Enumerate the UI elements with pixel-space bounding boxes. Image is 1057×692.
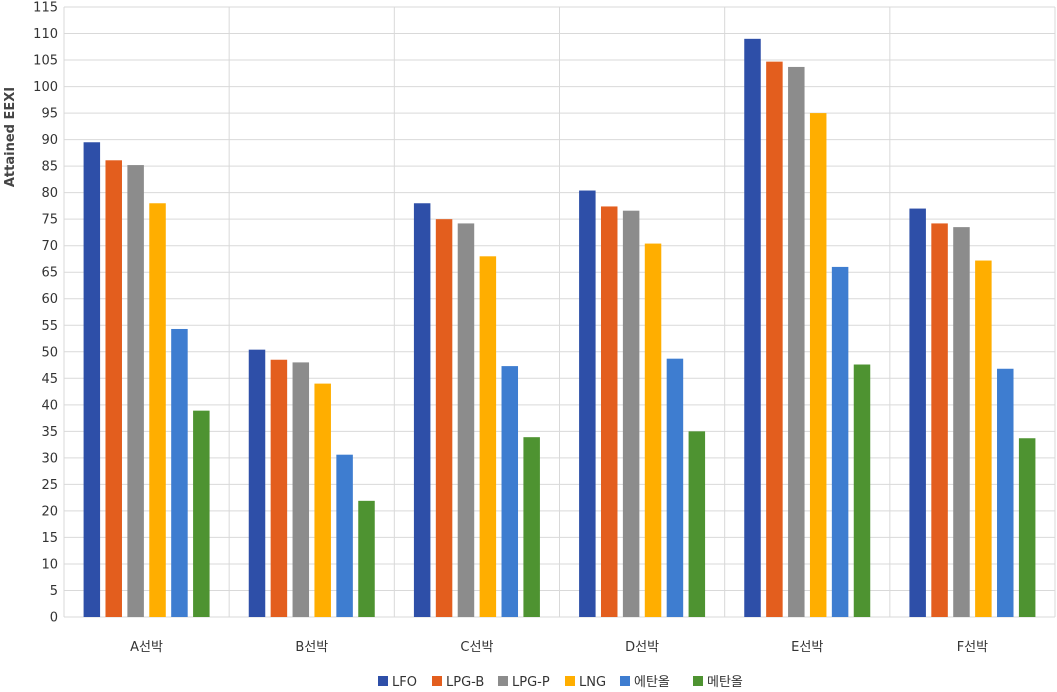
bar: [336, 454, 353, 617]
bar: [600, 206, 618, 617]
y-tick-label: 30: [41, 451, 58, 466]
y-tick-label: 80: [41, 186, 58, 201]
legend-swatch: [565, 676, 575, 686]
legend-label: LNG: [579, 675, 606, 690]
bar: [358, 500, 375, 617]
y-tick-label: 50: [41, 345, 58, 360]
bar: [931, 223, 948, 617]
y-tick-label: 105: [33, 54, 58, 69]
bar: [413, 203, 431, 617]
y-axis-label: Attained EEXI: [3, 87, 18, 187]
y-tick-label: 15: [41, 531, 58, 546]
y-tick-label: 65: [41, 266, 58, 281]
legend-label: 에탄올: [634, 675, 670, 690]
bar: [248, 349, 266, 617]
bar: [831, 266, 849, 617]
y-tick-label: 55: [41, 319, 58, 334]
bar: [149, 203, 166, 617]
category-label: F선박: [957, 640, 988, 655]
grid: [63, 6, 1056, 618]
y-tick-label: 115: [33, 1, 58, 16]
bar: [666, 358, 684, 617]
bar: [744, 38, 761, 617]
y-tick-label: 90: [41, 133, 58, 148]
bar: [435, 219, 453, 617]
bar: [523, 437, 540, 617]
bar: [909, 208, 926, 617]
bar: [953, 227, 970, 617]
bar: [270, 359, 288, 617]
y-tick-label: 95: [41, 107, 58, 122]
y-tick-label: 110: [33, 27, 58, 42]
category-label: B선박: [295, 640, 328, 655]
bar: [501, 366, 519, 617]
legend: LFO LPG-B LPG-P LNG 에탄올 메탄올: [378, 675, 743, 690]
y-tick-label: 100: [33, 80, 58, 95]
y-tick-label: 45: [41, 372, 58, 387]
y-tick-label: 40: [41, 398, 58, 413]
bar: [83, 142, 101, 617]
bar: [105, 160, 122, 617]
y-tick-label: 70: [41, 239, 58, 254]
bars: [83, 38, 1036, 618]
y-tick-label: 10: [41, 557, 58, 572]
bar: [688, 431, 706, 617]
bar: [997, 368, 1014, 617]
y-tick-label: 75: [41, 213, 58, 228]
bar: [127, 165, 144, 617]
y-tick-label: 5: [50, 584, 58, 599]
legend-swatch: [693, 676, 703, 686]
legend-label: LPG-B: [446, 675, 484, 690]
legend-label: LPG-P: [512, 675, 550, 690]
bar: [193, 410, 210, 617]
bar: [853, 364, 871, 617]
category-label: E선박: [791, 640, 823, 655]
bar: [1018, 438, 1036, 617]
bar: [314, 383, 331, 617]
y-tick-label: 0: [50, 611, 58, 626]
category-label: D선박: [625, 640, 659, 655]
y-tick-label: 25: [41, 478, 58, 493]
bar: [292, 362, 310, 617]
y-tick-label: 35: [41, 425, 58, 440]
bar: [644, 243, 662, 617]
legend-swatch: [432, 676, 442, 686]
bar: [479, 256, 497, 617]
bar: [457, 223, 475, 617]
bar: [788, 66, 805, 617]
y-tick-label: 20: [41, 504, 58, 519]
category-label: A선박: [130, 640, 163, 655]
y-tick-label: 85: [41, 160, 58, 175]
legend-swatch: [620, 676, 630, 686]
bar: [622, 210, 640, 617]
y-tick-labels: 0 5 10 15 20 25 30 35 40 45 50 55 60 65 70 75 80 85 90 95 10…: [33, 1, 58, 626]
legend-swatch: [378, 676, 388, 686]
category-label: C선박: [460, 640, 493, 655]
bar: [975, 260, 992, 617]
legend-label: 메탄올: [707, 675, 743, 690]
legend-swatch: [498, 676, 508, 686]
bar: [766, 61, 783, 618]
legend-label: LFO: [392, 675, 417, 690]
bar: [809, 113, 827, 617]
category-labels: A선박 B선박 C선박 D선박 E선박 F선박: [130, 640, 988, 655]
bar: [171, 328, 188, 617]
bar: [579, 190, 596, 617]
y-tick-label: 60: [41, 292, 58, 307]
